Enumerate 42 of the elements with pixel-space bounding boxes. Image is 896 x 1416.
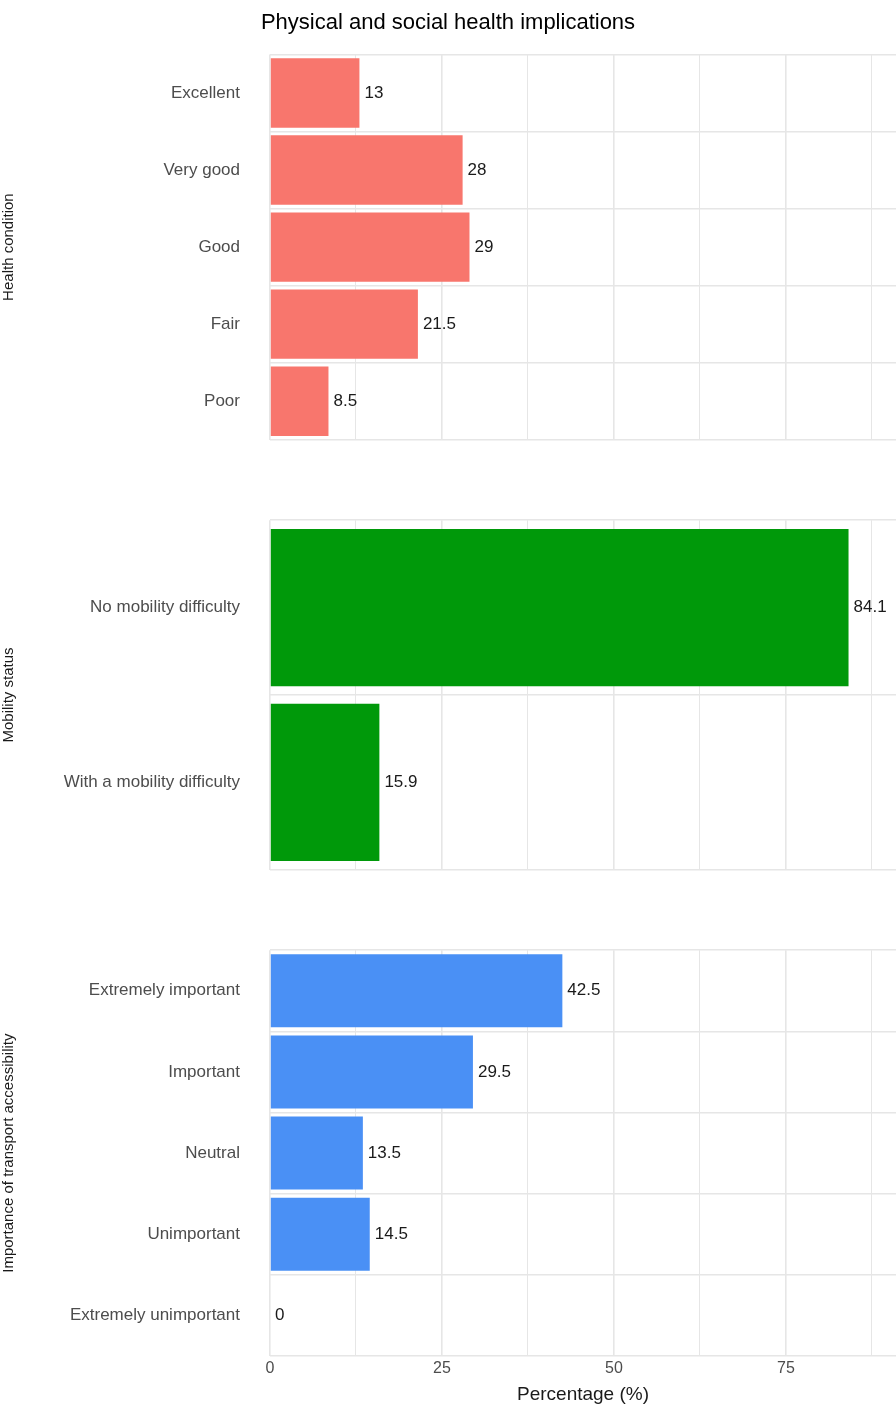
data-label: 14.5: [374, 1223, 408, 1243]
y-tick-label: No mobility difficulty: [90, 597, 241, 617]
x-tick-label: 0: [265, 1359, 275, 1377]
y-tick-label: Extremely unimportant: [69, 1305, 241, 1325]
y-tick-label: Extremely important: [88, 980, 241, 1000]
y-tick-label: Very good: [163, 159, 240, 179]
y-axis-title: Mobility status: [0, 647, 17, 743]
data-label: 8.5: [333, 390, 358, 410]
y-tick-label: Excellent: [171, 82, 241, 102]
y-tick-label: Unimportant: [147, 1223, 241, 1243]
data-label: 15.9: [384, 772, 418, 792]
y-axis-title: Importance of transport accessibility: [0, 1032, 17, 1273]
data-label: 42.5: [567, 980, 601, 1000]
x-tick-label: 25: [433, 1359, 451, 1377]
data-label: 84.1: [853, 597, 887, 617]
bar: [270, 289, 418, 359]
bar: [270, 1197, 370, 1271]
y-axis-title: Health condition: [0, 193, 17, 301]
y-tick-label: Neutral: [185, 1142, 240, 1162]
x-tick-label: 75: [777, 1359, 795, 1377]
data-label: 0: [275, 1305, 285, 1325]
data-label: 29.5: [477, 1061, 512, 1081]
y-tick-label: Poor: [204, 390, 241, 410]
data-label: 29: [474, 236, 494, 256]
bar: [270, 1035, 473, 1109]
y-tick-label: Good: [198, 236, 240, 256]
chart-title: Physical and social health implications: [260, 9, 636, 35]
bar: [270, 954, 563, 1028]
data-label: 21.5: [422, 313, 456, 333]
y-tick-label: Important: [168, 1061, 241, 1081]
bar: [270, 1116, 363, 1190]
data-label: 13.5: [367, 1142, 401, 1162]
bar: [270, 212, 470, 282]
bar: [270, 135, 463, 205]
data-label: 13: [364, 82, 384, 102]
bar: [270, 58, 360, 128]
x-axis-title: Percentage (%): [516, 1382, 650, 1404]
bar: [270, 366, 329, 436]
data-label: 28: [467, 159, 487, 179]
y-tick-label: Fair: [210, 313, 241, 333]
x-tick-label: 50: [605, 1359, 623, 1377]
y-tick-label: With a mobility difficulty: [63, 772, 241, 792]
